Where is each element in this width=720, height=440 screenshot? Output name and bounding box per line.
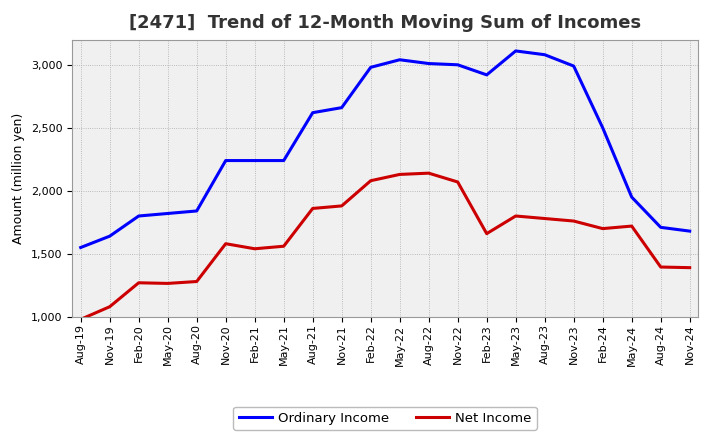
- Net Income: [76, 317, 85, 322]
- Net Income: [338, 203, 346, 209]
- Ordinary Income: [454, 62, 462, 67]
- Ordinary Income: [657, 225, 665, 230]
- Ordinary Income: [685, 228, 694, 234]
- Ordinary Income: [279, 158, 288, 163]
- Net Income: [105, 304, 114, 309]
- Ordinary Income: [338, 105, 346, 110]
- Net Income: [570, 218, 578, 224]
- Net Income: [135, 280, 143, 286]
- Net Income: [424, 171, 433, 176]
- Net Income: [685, 265, 694, 270]
- Line: Ordinary Income: Ordinary Income: [81, 51, 690, 247]
- Ordinary Income: [627, 194, 636, 200]
- Y-axis label: Amount (million yen): Amount (million yen): [12, 113, 25, 244]
- Legend: Ordinary Income, Net Income: Ordinary Income, Net Income: [233, 407, 537, 430]
- Net Income: [598, 226, 607, 231]
- Net Income: [163, 281, 172, 286]
- Net Income: [366, 178, 375, 183]
- Ordinary Income: [598, 125, 607, 130]
- Net Income: [454, 180, 462, 185]
- Ordinary Income: [366, 65, 375, 70]
- Net Income: [657, 264, 665, 270]
- Title: [2471]  Trend of 12-Month Moving Sum of Incomes: [2471] Trend of 12-Month Moving Sum of I…: [129, 15, 642, 33]
- Ordinary Income: [192, 208, 201, 213]
- Ordinary Income: [163, 211, 172, 216]
- Ordinary Income: [76, 245, 85, 250]
- Ordinary Income: [251, 158, 259, 163]
- Ordinary Income: [541, 52, 549, 57]
- Net Income: [308, 206, 317, 211]
- Net Income: [395, 172, 404, 177]
- Net Income: [279, 244, 288, 249]
- Net Income: [251, 246, 259, 251]
- Net Income: [482, 231, 491, 236]
- Net Income: [511, 213, 520, 219]
- Net Income: [627, 224, 636, 229]
- Ordinary Income: [221, 158, 230, 163]
- Ordinary Income: [424, 61, 433, 66]
- Line: Net Income: Net Income: [81, 173, 690, 319]
- Net Income: [192, 279, 201, 284]
- Ordinary Income: [511, 48, 520, 54]
- Net Income: [541, 216, 549, 221]
- Ordinary Income: [482, 72, 491, 77]
- Ordinary Income: [395, 57, 404, 62]
- Net Income: [221, 241, 230, 246]
- Ordinary Income: [308, 110, 317, 115]
- Ordinary Income: [105, 234, 114, 239]
- Ordinary Income: [570, 63, 578, 69]
- Ordinary Income: [135, 213, 143, 219]
